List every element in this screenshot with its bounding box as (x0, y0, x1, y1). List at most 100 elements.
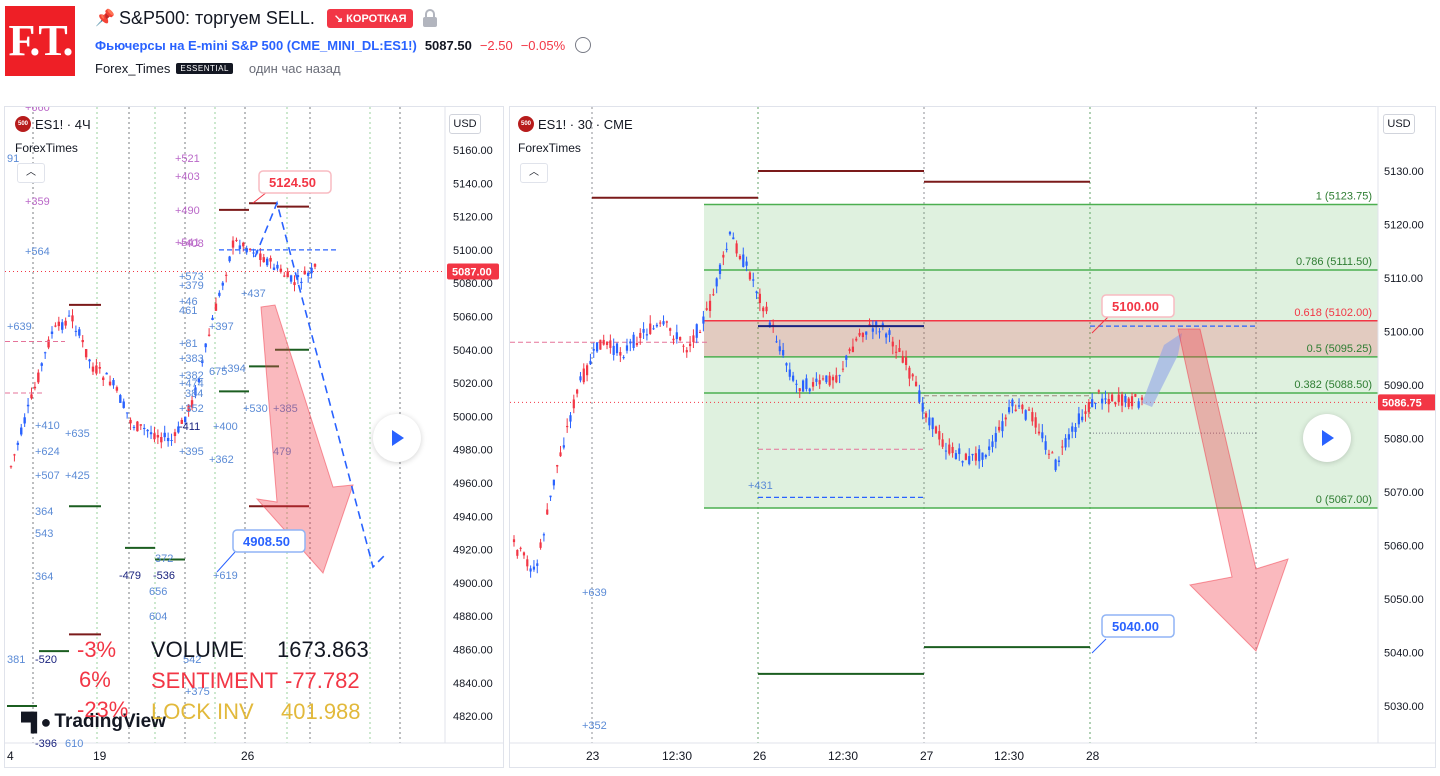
left-candle (242, 242, 245, 247)
time-tick-label: 12:30 (662, 749, 692, 763)
footprint-label: +403 (175, 171, 200, 183)
right-candle (735, 243, 738, 254)
idea-header: F.T. 📌 S&P500: торгуем SELL. ↘ КОРОТКАЯ … (0, 0, 1440, 90)
left-candle (95, 365, 98, 374)
right-indicator-label[interactable]: ForexTimes (518, 141, 581, 155)
left-candle (170, 439, 173, 441)
right-symbol-label[interactable]: 500 ES1! · 30 · CME (518, 116, 633, 132)
right-candle (974, 453, 977, 461)
left-candle (108, 381, 112, 386)
price-tick-label: 5030.00 (1384, 701, 1424, 713)
footprint-label: +400 (213, 421, 238, 433)
footprint-label: +619 (213, 570, 238, 582)
right-candle (865, 331, 868, 335)
left-candle (105, 372, 108, 375)
left-candle (26, 404, 30, 407)
left-high-label-box (258, 170, 332, 194)
right-candle (885, 333, 888, 338)
left-play-button[interactable] (373, 414, 421, 462)
right-candle (1134, 394, 1137, 397)
left-candle (306, 272, 310, 276)
tradingview-logo[interactable]: ▀▌● TradingView (21, 711, 166, 733)
right-candle (778, 346, 781, 352)
right-candle (895, 351, 898, 353)
left-candle (262, 257, 265, 263)
left-candle (166, 437, 170, 442)
right-candle (825, 375, 828, 383)
footprint-label: 381 (7, 654, 25, 666)
left-candle (184, 416, 187, 423)
left-candle (231, 240, 235, 248)
right-candle (938, 431, 941, 440)
right-play-button[interactable] (1303, 414, 1351, 462)
price-axis-bg (1378, 107, 1435, 743)
symbol-link[interactable]: Фьючерсы на E-mini S&P 500 (CME_MINI_DL:… (95, 37, 417, 53)
right-candle (1051, 452, 1054, 454)
price-tick-label: 4860.00 (453, 645, 493, 657)
author-name[interactable]: Forex_Times (95, 60, 171, 76)
right-candle (516, 549, 519, 556)
right-candle (1017, 405, 1021, 407)
price-tick-label: 5050.00 (1384, 594, 1424, 606)
price-tick-label: 4900.00 (453, 578, 493, 590)
right-candle (622, 357, 625, 359)
right-chart-canvas[interactable]: 1 (5123.75) 0.786 (5111.50) 0.618 (5102.00… (510, 107, 1436, 768)
right-currency-button[interactable]: USD (1383, 114, 1415, 134)
right-candle (695, 324, 698, 338)
right-candle (682, 345, 685, 347)
right-candle (552, 479, 555, 486)
right-candle (845, 355, 848, 360)
left-symbol-text: ES1! · 4Ч (35, 116, 91, 132)
fib-label: 0.382 (5088.50) (1294, 379, 1372, 391)
short-badge: ↘ КОРОТКАЯ (326, 8, 414, 28)
right-candle (576, 389, 579, 394)
target-label: 5040.00 (1112, 619, 1159, 634)
footprint-label: +410 (35, 420, 60, 432)
right-chart-panel[interactable]: 1 (5123.75) 0.786 (5111.50) 0.618 (5102.00… (509, 106, 1436, 768)
left-chart-panel[interactable]: 5160.00 5140.00 5120.00 5100.00 5080.00 5060.… (4, 106, 504, 768)
right-candle (702, 316, 705, 324)
footprint-label: 479 (273, 446, 291, 458)
left-chart-canvas[interactable]: 5160.00 5140.00 5120.00 5100.00 5080.00 5060.… (5, 107, 504, 768)
left-candle (235, 239, 238, 241)
left-symbol-label[interactable]: 500 ES1! · 4Ч (15, 116, 91, 132)
alarm-clock-icon[interactable] (575, 37, 592, 53)
left-candle (30, 394, 33, 399)
left-candle (149, 432, 153, 435)
left-currency-button[interactable]: USD (449, 114, 481, 134)
right-candle (1047, 453, 1051, 455)
essential-badge: ESSENTIAL (176, 62, 233, 74)
left-candle (221, 282, 224, 286)
footprint-label: +507 (35, 470, 60, 482)
stat-value-lock: 401.988 (281, 699, 361, 724)
left-candle (20, 427, 23, 435)
left-candle (54, 325, 57, 327)
right-candle (1117, 394, 1120, 403)
price-tick-label: 4840.00 (453, 678, 493, 690)
right-candle (775, 341, 778, 343)
footprint-label: +81 (179, 338, 198, 350)
author-logo[interactable]: F.T. (5, 6, 75, 76)
time-tick-label: 12:30 (994, 749, 1024, 763)
left-collapse-button[interactable]: ︿ (17, 163, 45, 183)
right-candle (1064, 438, 1067, 448)
right-candle (615, 343, 619, 354)
footprint-label: +437 (241, 288, 266, 300)
left-candle (276, 264, 279, 269)
left-candle (47, 339, 50, 348)
price-tick-label: 5120.00 (453, 212, 493, 224)
right-candle (1130, 396, 1134, 407)
right-candle (871, 328, 874, 332)
left-candle (43, 352, 47, 354)
right-candle (855, 338, 858, 341)
left-candle (204, 343, 207, 348)
right-candle (1014, 409, 1017, 412)
right-candle (679, 337, 682, 341)
right-collapse-button[interactable]: ︿ (520, 163, 548, 183)
right-candle (948, 444, 951, 454)
published-time: один час назад (248, 60, 341, 76)
right-candle (546, 509, 549, 515)
right-candle (944, 450, 948, 452)
left-indicator-label[interactable]: ForexTimes (15, 141, 78, 155)
right-candle (961, 461, 964, 463)
